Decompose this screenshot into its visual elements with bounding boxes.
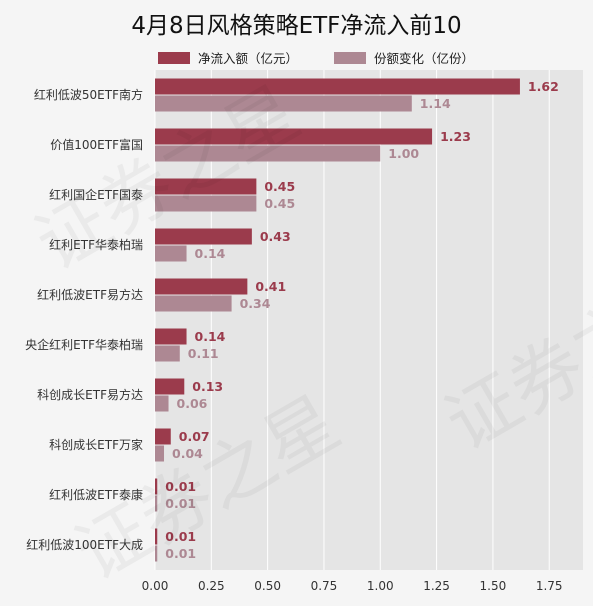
data-label-share-change: 0.06 xyxy=(177,396,208,411)
data-label-net-inflow: 0.14 xyxy=(195,329,226,344)
bar-net-inflow xyxy=(155,278,248,295)
y-tick-label: 央企红利ETF华泰柏瑞 xyxy=(25,337,143,352)
y-tick-label: 红利低波50ETF南方 xyxy=(34,87,143,102)
bar-net-inflow xyxy=(155,128,433,145)
bar-share-change xyxy=(155,295,232,312)
data-label-net-inflow: 0.13 xyxy=(192,379,223,394)
x-tick-label: 0.25 xyxy=(198,579,225,593)
legend-label-net-inflow: 净流入额（亿元） xyxy=(198,51,299,66)
data-label-net-inflow: 1.23 xyxy=(440,129,471,144)
data-label-share-change: 0.01 xyxy=(165,496,196,511)
bar-net-inflow xyxy=(155,428,171,445)
data-label-net-inflow: 1.62 xyxy=(528,79,559,94)
y-tick-label: 红利ETF华泰柏瑞 xyxy=(49,237,143,252)
legend-swatch-share-change xyxy=(334,51,367,64)
x-tick-label: 0.00 xyxy=(142,579,169,593)
bar-share-change xyxy=(155,345,180,362)
data-label-share-change: 0.11 xyxy=(188,346,219,361)
legend-item-net-inflow: 净流入额（亿元） xyxy=(158,48,298,67)
bar-share-change xyxy=(155,395,169,412)
bar-share-change xyxy=(155,95,412,112)
bar-share-change xyxy=(155,145,381,162)
data-label-net-inflow: 0.01 xyxy=(165,479,196,494)
bar-net-inflow xyxy=(155,228,252,245)
bar-share-change xyxy=(155,445,165,462)
data-label-share-change: 0.04 xyxy=(172,446,203,461)
plot-area xyxy=(155,70,583,570)
bar-net-inflow xyxy=(155,528,158,545)
bar-net-inflow xyxy=(155,378,185,395)
y-tick-label: 红利低波ETF易方达 xyxy=(37,287,143,302)
legend-item-share-change: 份额变化（亿份） xyxy=(334,48,474,67)
data-label-share-change: 1.00 xyxy=(388,146,419,161)
y-tick-label: 红利低波100ETF大成 xyxy=(26,537,143,552)
bar-share-change xyxy=(155,495,158,512)
x-tick-label: 0.50 xyxy=(254,579,281,593)
bar-share-change xyxy=(155,195,257,212)
x-tick-label: 1.75 xyxy=(536,579,563,593)
legend-swatch-net-inflow xyxy=(158,51,190,64)
chart-title: 4月8日风格策略ETF净流入前10 xyxy=(131,13,462,39)
data-label-net-inflow: 0.45 xyxy=(264,179,295,194)
legend-label-share-change: 份额变化（亿份） xyxy=(374,51,475,66)
x-tick-label: 1.00 xyxy=(367,579,394,593)
data-label-share-change: 0.01 xyxy=(165,546,196,561)
y-tick-label: 红利国企ETF国泰 xyxy=(49,187,143,202)
y-tick-label: 价值100ETF富国 xyxy=(50,137,143,152)
bar-net-inflow xyxy=(155,328,187,345)
data-label-net-inflow: 0.01 xyxy=(165,529,196,544)
bar-net-inflow xyxy=(155,478,158,495)
bar-net-inflow xyxy=(155,178,257,195)
chart-legend: 净流入额（亿元） 份额变化（亿份） xyxy=(158,48,510,67)
data-label-net-inflow: 0.43 xyxy=(260,229,291,244)
y-tick-label: 科创成长ETF易方达 xyxy=(37,387,143,402)
data-label-share-change: 0.34 xyxy=(240,296,271,311)
data-label-share-change: 0.45 xyxy=(264,196,295,211)
bar-share-change xyxy=(155,545,158,562)
data-label-net-inflow: 0.41 xyxy=(255,279,286,294)
y-tick-label: 科创成长ETF万家 xyxy=(49,437,143,452)
y-tick-label: 红利低波ETF泰康 xyxy=(49,487,143,502)
data-label-net-inflow: 0.07 xyxy=(179,429,210,444)
x-tick-label: 1.25 xyxy=(423,579,450,593)
data-label-share-change: 1.14 xyxy=(420,96,451,111)
data-label-share-change: 0.14 xyxy=(195,246,226,261)
bar-share-change xyxy=(155,245,187,262)
bar-net-inflow xyxy=(155,78,520,95)
x-tick-label: 1.50 xyxy=(480,579,507,593)
x-tick-label: 0.75 xyxy=(311,579,338,593)
